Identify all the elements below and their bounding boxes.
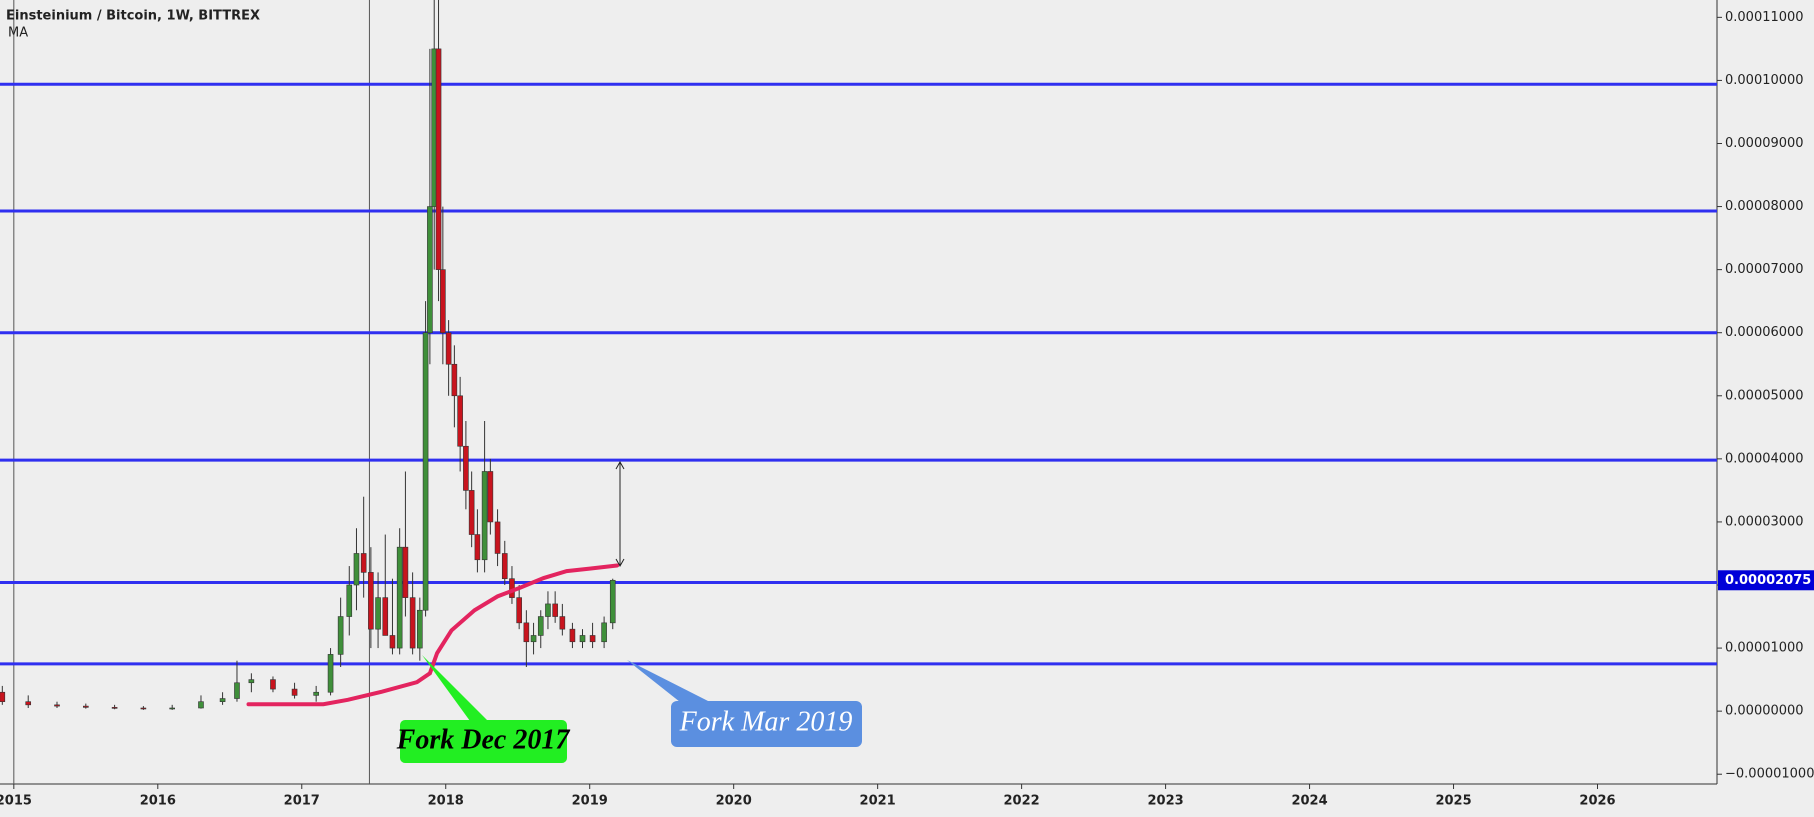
plot-area <box>0 0 1717 784</box>
chart-title: Einsteinium / Bitcoin, 1W, BITTREX <box>6 9 260 24</box>
y-tick-label: 0.00005000 <box>1725 388 1804 403</box>
candle-body <box>327 654 334 693</box>
callout-box <box>671 701 862 747</box>
candle-body <box>169 707 175 710</box>
last-price-label: 0.00002075 <box>1725 573 1811 588</box>
indicator-legend: MA <box>8 26 28 41</box>
x-tick-label: 2024 <box>1291 794 1327 809</box>
x-tick-label: 2019 <box>572 794 608 809</box>
candle-body <box>83 705 89 708</box>
x-tick-label: 2017 <box>284 794 320 809</box>
candle-body <box>559 616 566 630</box>
candle-body <box>219 698 226 702</box>
moving-average <box>246 563 620 707</box>
candle-body <box>389 635 396 649</box>
y-tick-label: 0.00001000 <box>1725 641 1804 656</box>
candle-body <box>435 48 442 270</box>
candle-body <box>422 332 429 611</box>
x-tick-label: 2015 <box>0 794 32 809</box>
candle-body <box>545 603 551 617</box>
callout-text: Fork Mar 2019 <box>679 706 853 737</box>
x-tick-label: 2022 <box>1004 794 1040 809</box>
x-tick-label: 2026 <box>1579 794 1615 809</box>
y-tick-label: 0.00000000 <box>1725 704 1804 719</box>
candle-body <box>140 707 147 710</box>
candle-body <box>481 471 488 561</box>
candle-body <box>54 704 60 707</box>
candle-body <box>313 691 319 696</box>
candle-body <box>0 691 6 702</box>
x-tick-label: 2016 <box>140 794 176 809</box>
y-tick-label: 0.00003000 <box>1725 514 1804 529</box>
candle-body <box>537 616 544 636</box>
y-tick-label: −0.00001000 <box>1725 767 1814 782</box>
candle-body <box>609 579 616 624</box>
candle-body <box>396 546 403 649</box>
callout-pointer <box>627 660 710 702</box>
y-tick-label: 0.00004000 <box>1725 451 1804 466</box>
y-tick-label: 0.00007000 <box>1725 262 1804 277</box>
callout-pointer <box>422 655 488 721</box>
x-tick-label: 2025 <box>1435 794 1471 809</box>
candle-body <box>579 635 586 643</box>
candle-body <box>552 603 558 617</box>
callout-text: Fork Dec 2017 <box>396 724 571 755</box>
candle-body <box>501 553 508 579</box>
x-tick-label: 2020 <box>716 794 752 809</box>
candle-body <box>487 471 494 523</box>
x-tick-label: 2018 <box>428 794 464 809</box>
candle-body <box>234 682 240 699</box>
candle-body <box>445 332 452 365</box>
candle-body <box>368 572 374 630</box>
candle-body <box>409 597 416 649</box>
candle-body <box>375 597 381 630</box>
candle-body <box>468 490 475 535</box>
candle-body <box>530 635 537 643</box>
y-tick-label: 0.00006000 <box>1725 325 1804 340</box>
candle-body <box>360 553 367 573</box>
candle-body <box>601 622 607 643</box>
candle-body <box>111 707 118 709</box>
candle-body <box>516 597 522 624</box>
candle-body <box>474 534 481 561</box>
candle-body <box>494 521 501 554</box>
candle-body <box>346 584 353 617</box>
candle-body <box>270 679 276 690</box>
callout-box <box>400 720 567 763</box>
candle-body <box>402 546 409 598</box>
candle-body <box>353 553 360 586</box>
candle-body <box>291 688 298 696</box>
candle-body <box>337 616 344 655</box>
measure-arrow-heads <box>615 460 625 568</box>
axes: 0.00011000 0.00010000 0.00009000 0.00008000… <box>0 10 1814 809</box>
y-tick-label: 0.00011000 <box>1725 10 1804 25</box>
candle-body <box>569 628 576 643</box>
candle-body <box>589 635 596 643</box>
candle-body <box>463 445 469 491</box>
candle-body <box>457 395 463 447</box>
y-tick-label: 0.00009000 <box>1725 136 1804 151</box>
candle-body <box>382 597 389 636</box>
x-tick-label: 2023 <box>1147 794 1183 809</box>
candle-body <box>451 363 458 397</box>
last-price-box <box>1718 570 1814 591</box>
x-tick-label: 2021 <box>860 794 896 809</box>
candle-body <box>523 622 530 643</box>
candle-body <box>427 206 433 334</box>
candle-body <box>248 679 255 684</box>
candle-body <box>440 269 446 334</box>
candle-body <box>198 701 204 709</box>
y-tick-label: 0.00008000 <box>1725 199 1804 214</box>
y-tick-label: 0.00010000 <box>1725 73 1804 88</box>
candle-body <box>417 609 423 649</box>
candle-body <box>25 701 32 706</box>
